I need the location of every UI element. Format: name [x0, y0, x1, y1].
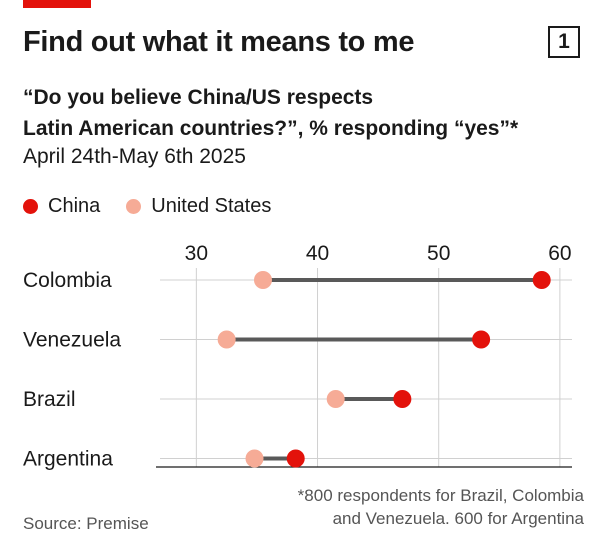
x-tick-label: 50: [427, 242, 450, 265]
chart-number-badge: 1: [548, 26, 580, 58]
x-tick-label: 60: [548, 242, 571, 265]
x-tick-label: 30: [185, 242, 208, 265]
china-dot: [286, 449, 305, 468]
legend-label-us: United States: [151, 195, 272, 217]
chart-title: Find out what it means to me: [23, 26, 415, 58]
subtitle-line-1: “Do you believe China/US respects: [23, 86, 374, 109]
source-note: Source: Premise: [23, 514, 149, 533]
x-tick-label: 40: [306, 242, 329, 265]
legend-item-china: China: [23, 195, 100, 218]
footnote-line-1: *800 respondents for Brazil, Colombia: [297, 486, 584, 505]
china-dot: [532, 271, 551, 289]
us-dot: [254, 271, 272, 289]
us-dot: [326, 390, 345, 408]
legend: China United States: [23, 195, 297, 218]
category-label: Brazil: [23, 388, 76, 411]
date-range: April 24th-May 6th 2025: [23, 145, 246, 168]
footnote-line-2: and Venezuela. 600 for Argentina: [332, 509, 584, 528]
category-label: Colombia: [23, 269, 112, 292]
legend-swatch-us: [126, 199, 142, 214]
chart-subtitle: “Do you believe China/US respects Latin …: [23, 82, 518, 144]
china-dot: [393, 390, 412, 408]
legend-swatch-china: [23, 199, 38, 214]
footnote: *800 respondents for Brazil, Colombia an…: [298, 484, 584, 530]
brand-accent-bar: [23, 0, 91, 8]
china-dot: [472, 330, 491, 349]
category-label: Argentina: [23, 448, 113, 471]
us-dot: [217, 330, 236, 349]
us-dot: [245, 449, 264, 468]
legend-item-us: United States: [126, 195, 271, 218]
category-label: Venezuela: [23, 329, 121, 352]
subtitle-line-2: Latin American countries?”, % responding…: [23, 117, 519, 140]
legend-label-china: China: [48, 195, 101, 217]
